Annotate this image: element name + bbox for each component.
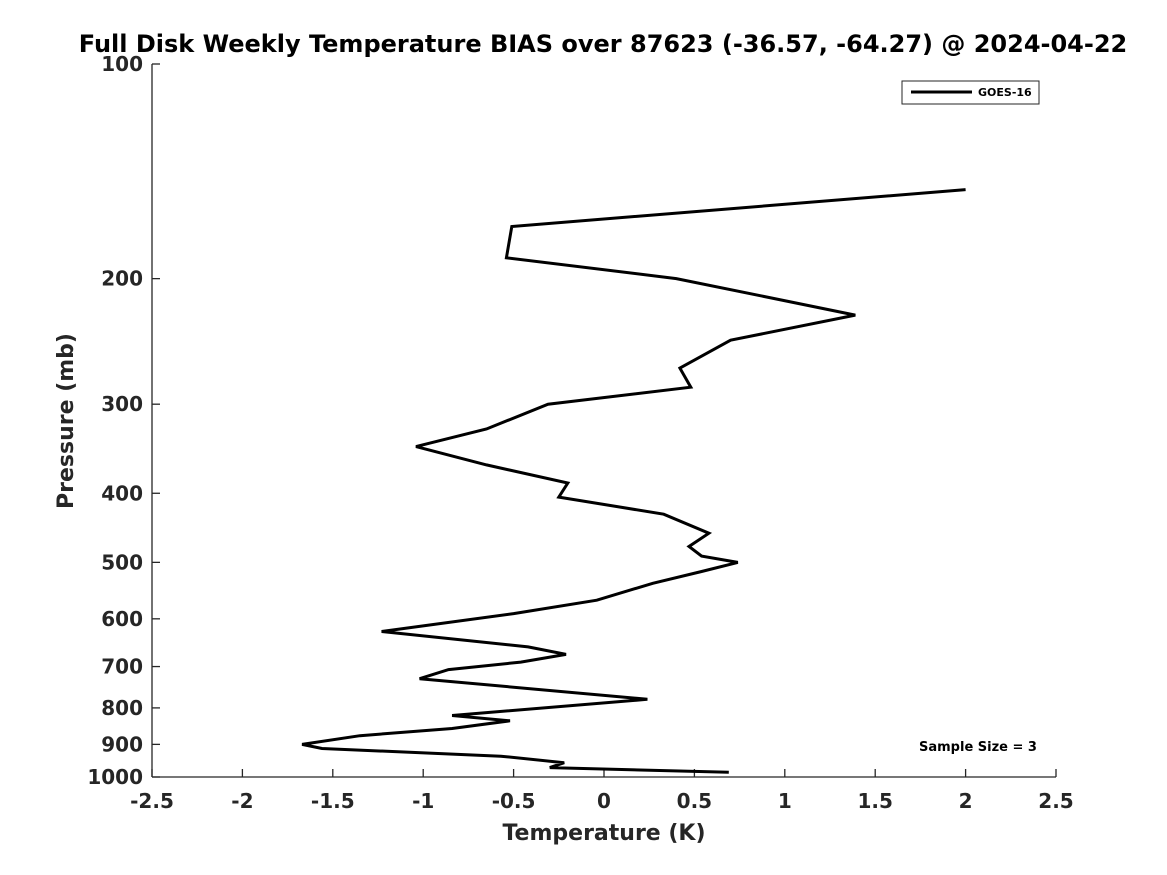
x-tick-label: 1 [778, 789, 792, 813]
y-tick-label: 1000 [87, 765, 143, 789]
chart-title: Full Disk Weekly Temperature BIAS over 8… [79, 30, 1127, 58]
y-tick-label: 200 [101, 267, 143, 291]
y-axis-ticks: 100 200 300 400 500 600 700 800 900 1000 [87, 52, 160, 789]
y-axis-label: Pressure (mb) [54, 333, 79, 509]
sample-size-annotation: Sample Size = 3 [919, 740, 1037, 755]
x-tick-label: 2 [959, 789, 973, 813]
x-axis-label: Temperature (K) [502, 821, 705, 846]
y-tick-label: 400 [101, 481, 143, 505]
legend-label-goes-16: GOES-16 [978, 86, 1032, 99]
x-tick-label: -1.5 [311, 789, 355, 813]
x-tick-label: 0 [597, 789, 611, 813]
series-line-goes-16 [301, 188, 966, 774]
y-tick-label: 300 [101, 392, 143, 416]
x-tick-label: -1 [412, 789, 434, 813]
x-tick-label: -2.5 [130, 789, 174, 813]
x-axis-ticks: -2.5 -2 -1.5 -1 -0.5 0 0.5 1 1.5 2 2.5 [130, 769, 1074, 813]
y-tick-label: 100 [101, 52, 143, 76]
legend: GOES-16 [901, 80, 1040, 105]
y-tick-label: 600 [101, 607, 143, 631]
y-tick-label: 900 [101, 732, 143, 756]
x-tick-label: 1.5 [857, 789, 892, 813]
y-tick-label: 700 [101, 655, 143, 679]
y-tick-label: 500 [101, 550, 143, 574]
y-tick-label: 800 [101, 696, 143, 720]
x-tick-label: 0.5 [677, 789, 712, 813]
x-tick-label: 2.5 [1038, 789, 1073, 813]
x-tick-label: -2 [231, 789, 253, 813]
series-group [301, 188, 966, 774]
x-tick-label: -0.5 [492, 789, 536, 813]
